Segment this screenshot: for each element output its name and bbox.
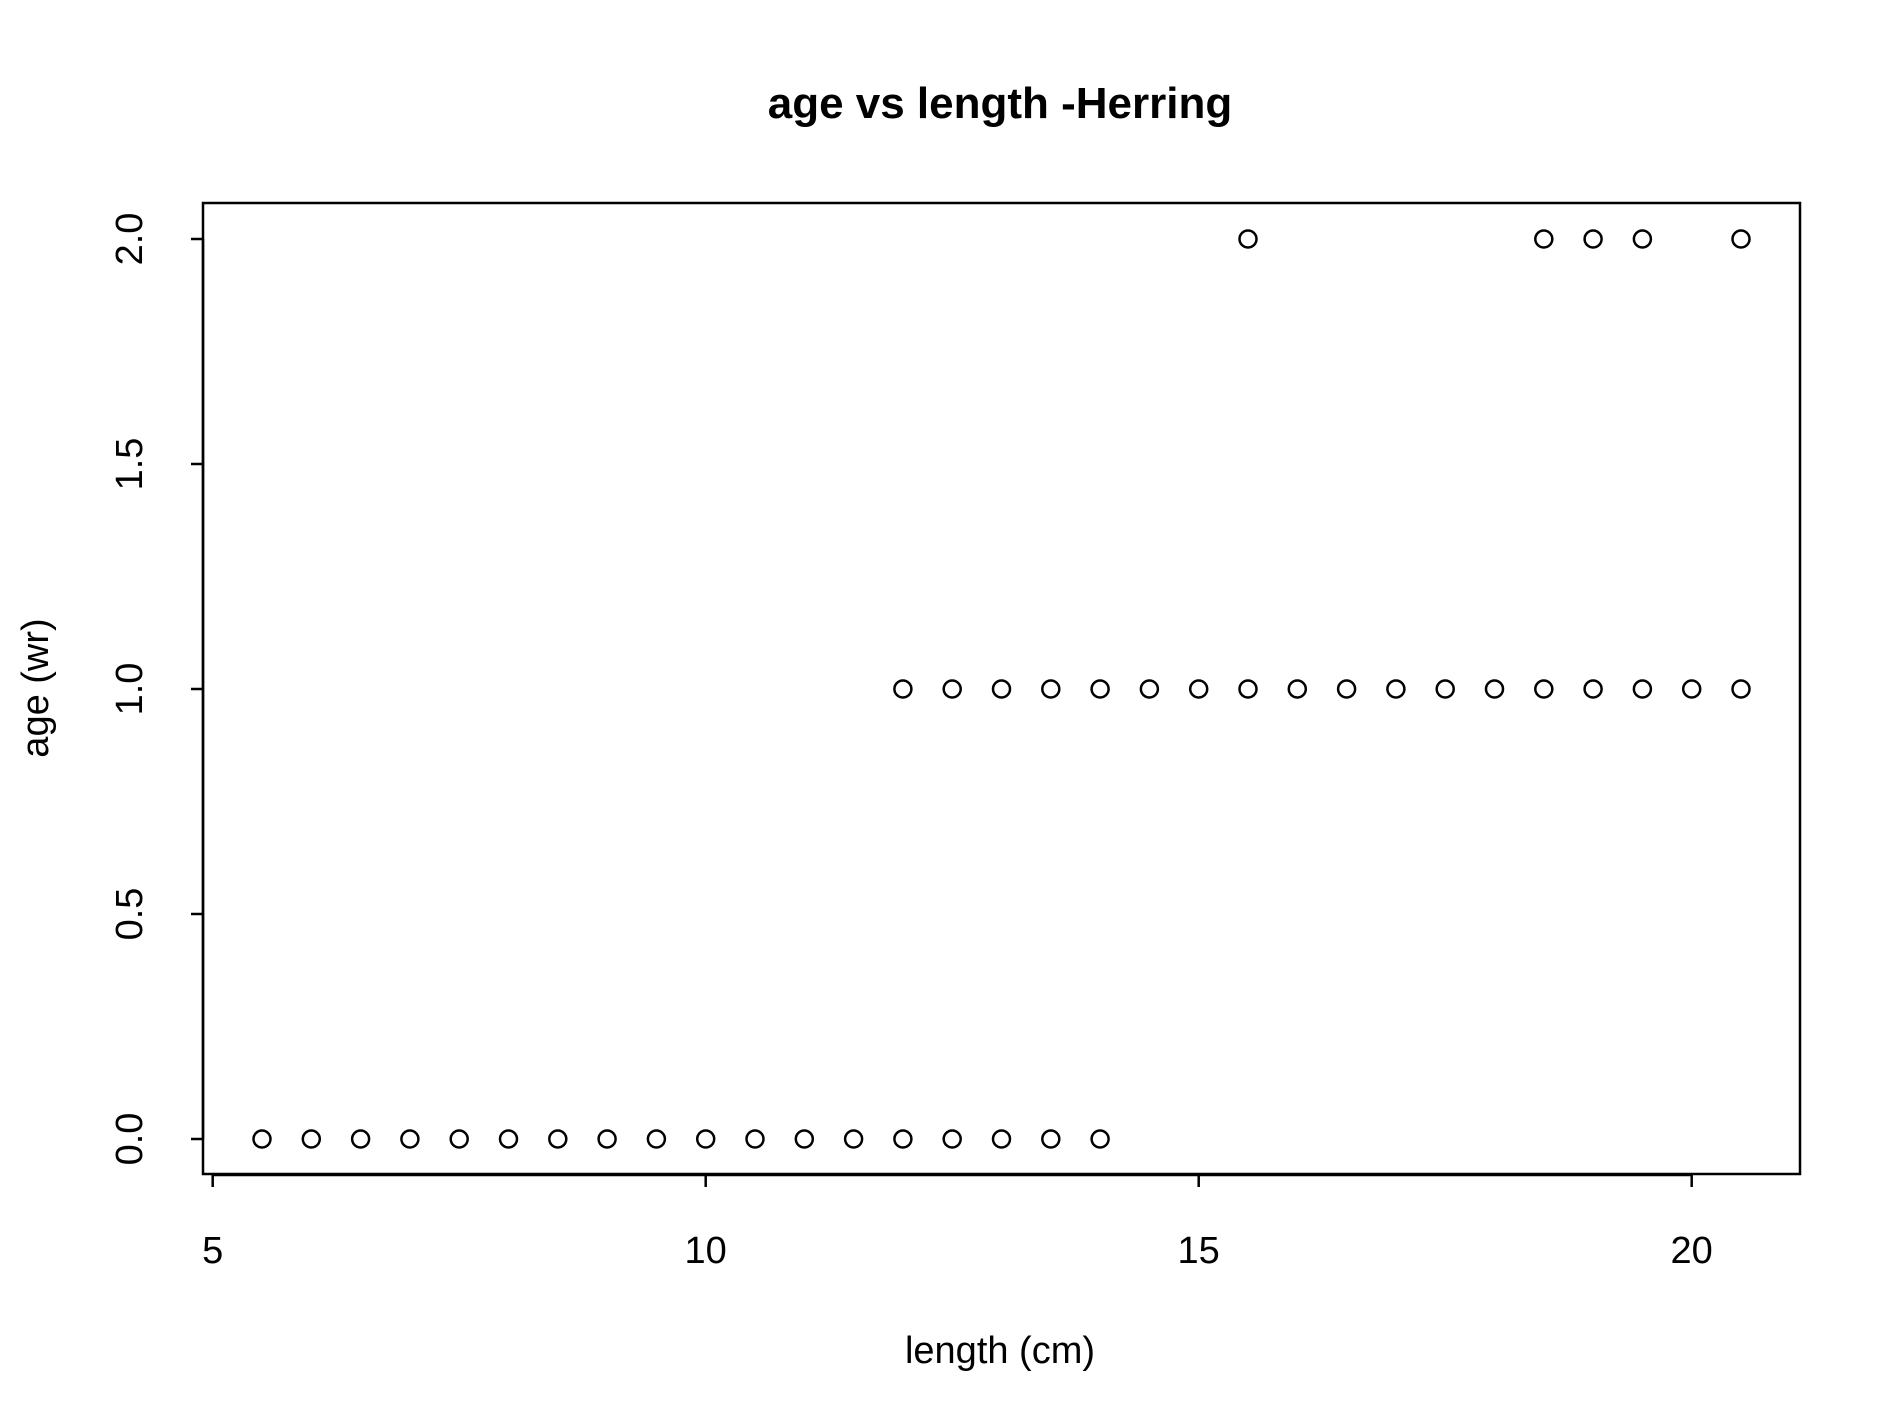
data-point <box>449 1129 469 1149</box>
data-point <box>1238 679 1258 699</box>
data-point <box>991 679 1012 699</box>
data-point <box>1238 229 1258 249</box>
x-tick-label: 10 <box>685 1230 727 1272</box>
data-point <box>794 1129 815 1149</box>
data-point <box>942 1129 962 1149</box>
data-point <box>1583 229 1603 249</box>
data-point <box>1090 679 1110 699</box>
x-tick-label: 20 <box>1671 1230 1713 1272</box>
data-point <box>1681 679 1702 699</box>
data-point <box>1090 1129 1110 1149</box>
data-point <box>942 679 962 699</box>
data-point <box>991 1129 1012 1149</box>
data-point <box>1632 679 1653 699</box>
y-tick-label: 1.0 <box>109 663 151 716</box>
y-tick-label: 1.5 <box>109 438 151 491</box>
data-point <box>1484 679 1505 699</box>
data-points <box>252 229 1751 1149</box>
data-point <box>400 1129 420 1149</box>
y-tick-label: 0.0 <box>109 1113 151 1166</box>
data-point <box>893 1129 913 1149</box>
data-point <box>1188 679 1209 699</box>
data-point <box>1632 229 1653 249</box>
data-point <box>695 1129 716 1149</box>
data-point <box>1041 679 1061 699</box>
data-point <box>1731 679 1751 699</box>
data-point <box>301 1129 322 1149</box>
x-tick-label: 5 <box>202 1230 223 1272</box>
data-point <box>1731 229 1751 249</box>
data-point <box>1287 679 1308 699</box>
x-axis-label: length (cm) <box>905 1330 1095 1372</box>
chart-title: age vs length -Herring <box>768 79 1233 128</box>
data-point <box>893 679 913 699</box>
data-point <box>1583 679 1603 699</box>
data-point <box>843 1129 864 1149</box>
plot-frame <box>201 201 1802 1176</box>
data-point <box>1336 679 1357 699</box>
y-axis-label: age (wr) <box>15 618 57 757</box>
data-point <box>252 1129 272 1149</box>
data-point <box>1139 679 1160 699</box>
data-point <box>646 1129 667 1149</box>
data-point <box>548 1129 568 1149</box>
data-point <box>1534 229 1554 249</box>
x-tick-label: 15 <box>1178 1230 1220 1272</box>
y-axis: 0.0 0.5 1.0 1.5 2.0 <box>109 213 205 1166</box>
data-point <box>1435 679 1455 699</box>
y-tick-label: 2.0 <box>109 213 151 266</box>
data-point <box>1041 1129 1061 1149</box>
data-point <box>498 1129 519 1149</box>
data-point <box>597 1129 617 1149</box>
data-point <box>350 1129 371 1149</box>
y-tick-label: 0.5 <box>109 888 151 941</box>
x-axis: 5 10 15 20 <box>202 1173 1713 1272</box>
data-point <box>1534 679 1554 699</box>
data-point <box>1386 679 1406 699</box>
data-point <box>745 1129 765 1149</box>
